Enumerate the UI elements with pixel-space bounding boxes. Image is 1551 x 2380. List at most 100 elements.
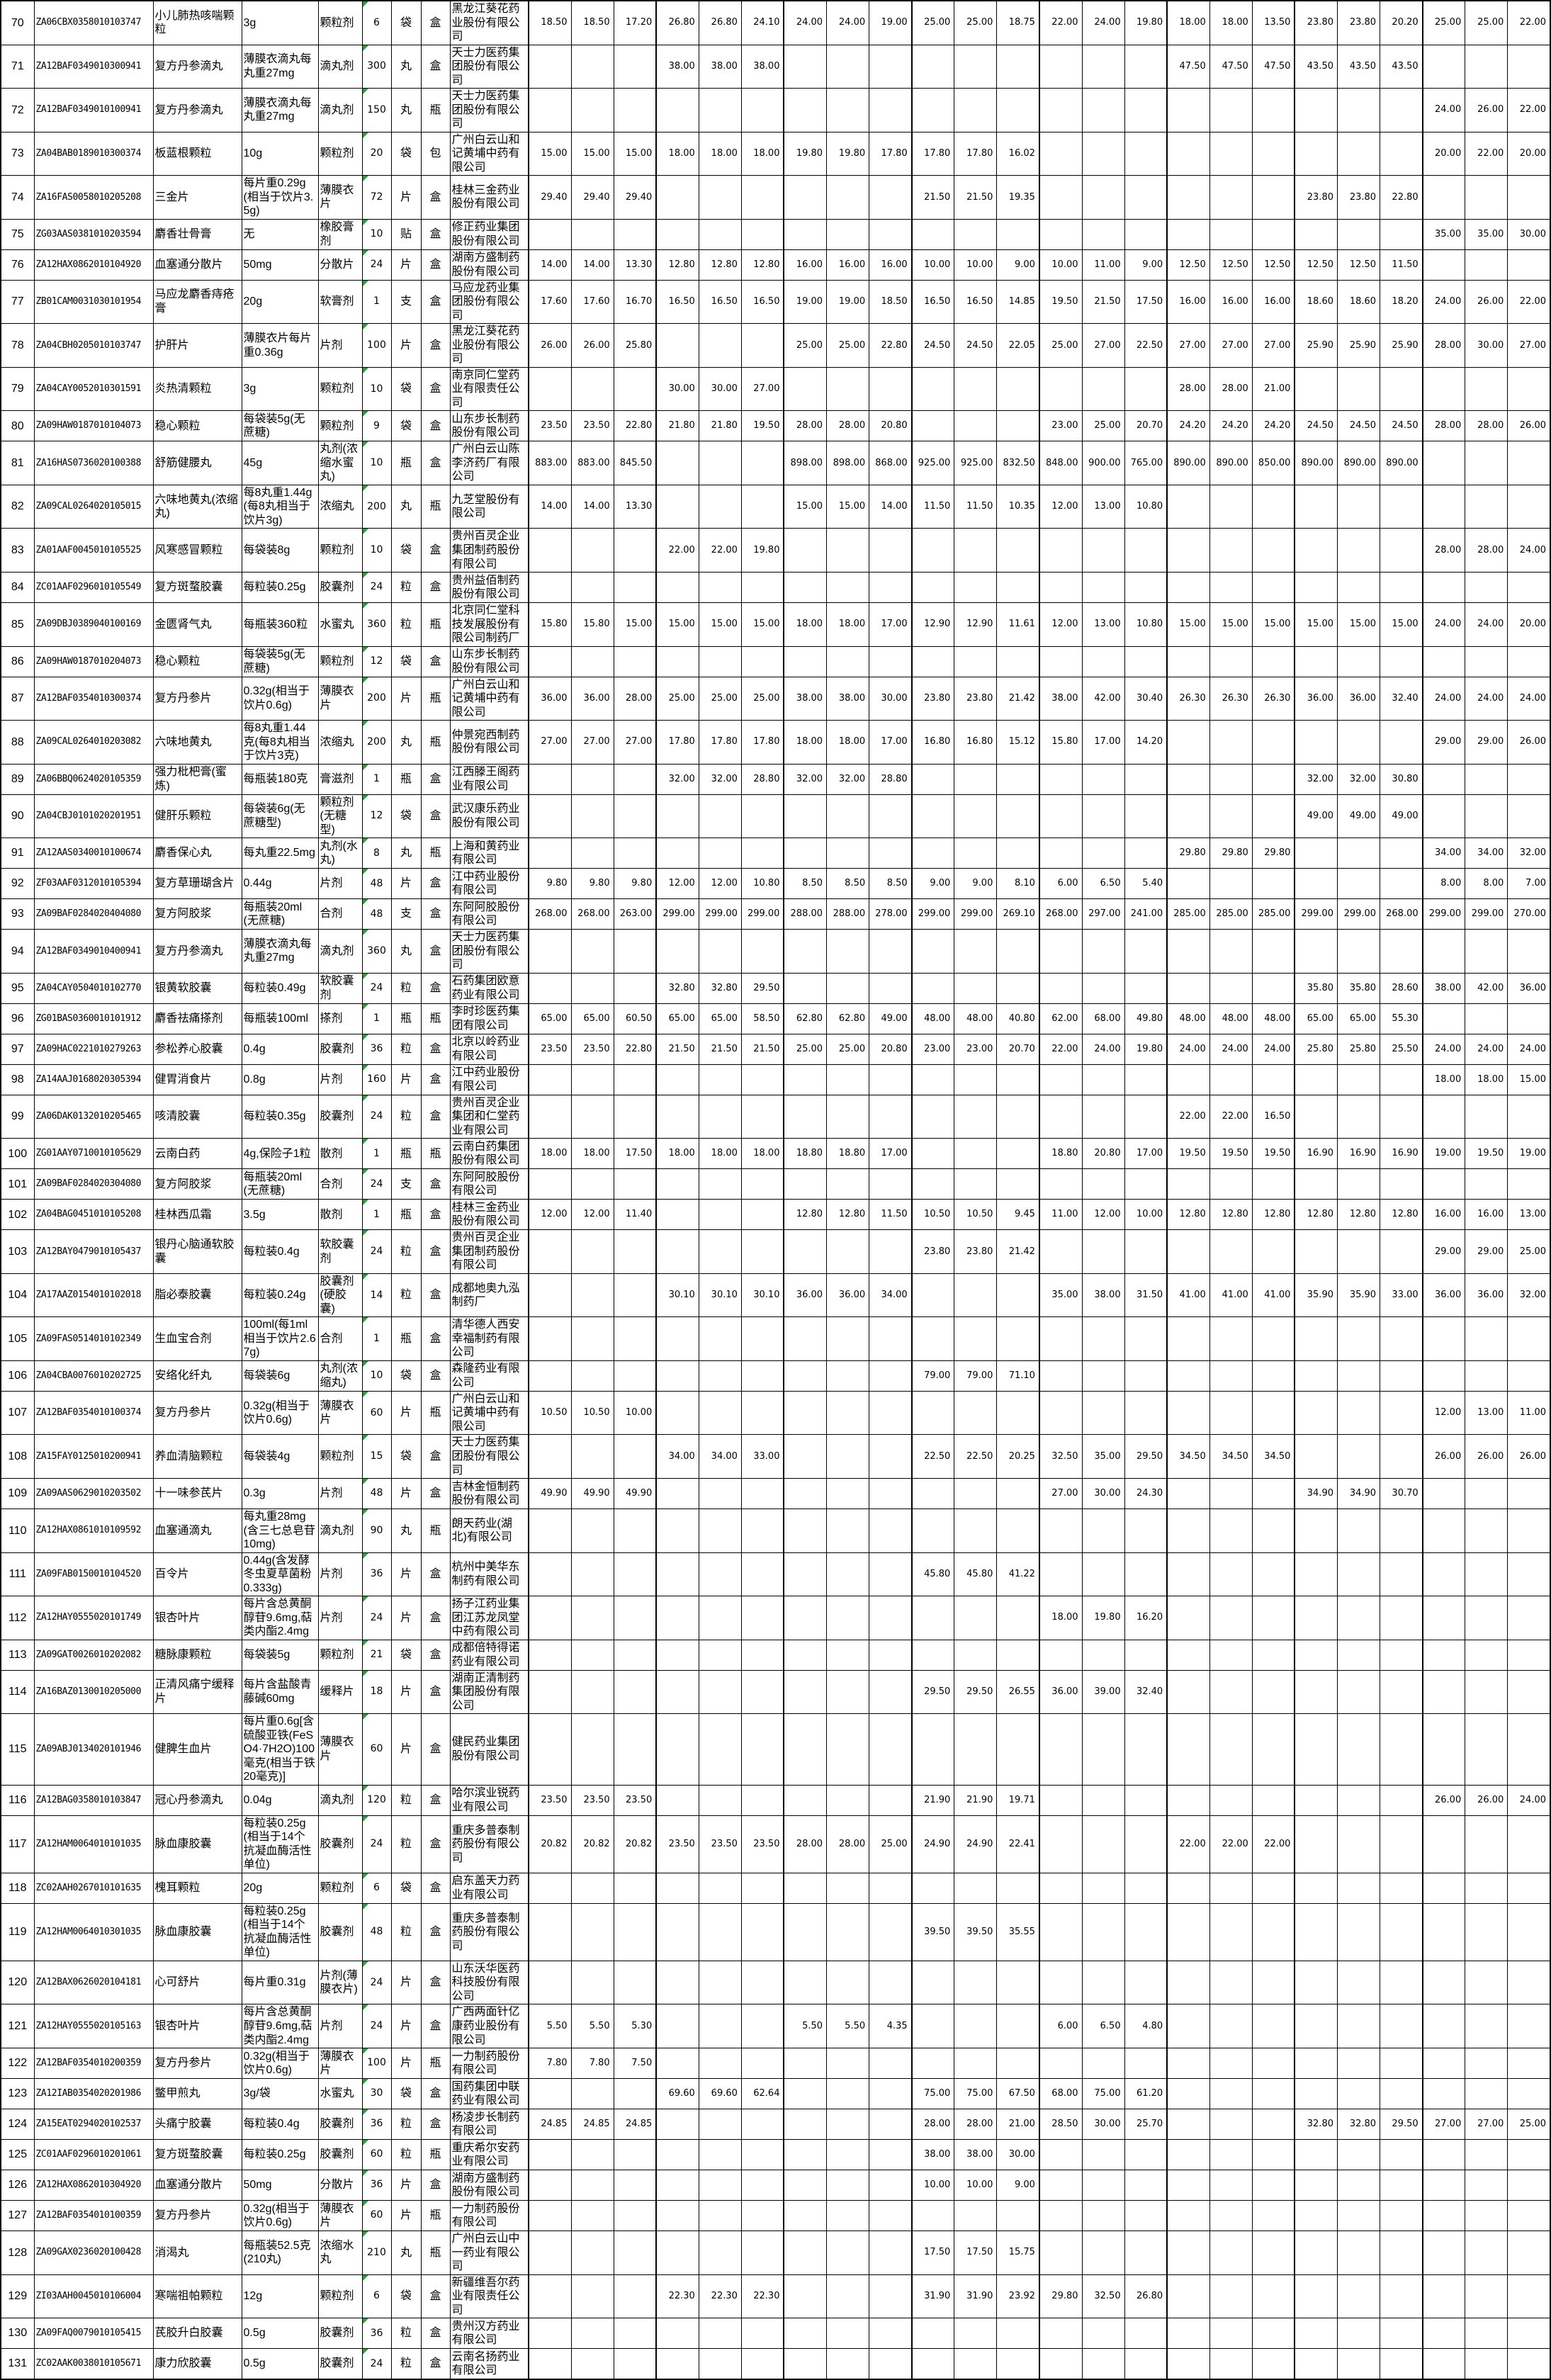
row-number-cell[interactable]: 94	[0, 929, 35, 974]
price-cell[interactable]: 19.00	[1421, 1138, 1466, 1170]
price-cell[interactable]	[1380, 645, 1423, 677]
price-cell[interactable]: 288.00	[826, 898, 870, 930]
price-cell[interactable]: 28.00	[613, 676, 657, 721]
price-cell[interactable]	[1294, 2004, 1338, 2049]
unit-cell[interactable]: 瓶	[390, 1003, 422, 1034]
price-cell[interactable]: 19.00	[826, 279, 870, 325]
price-cell[interactable]: 18.00	[826, 720, 870, 765]
price-cell[interactable]: 30.70	[1380, 1478, 1423, 1510]
price-cell[interactable]	[527, 1552, 572, 1597]
price-cell[interactable]	[1251, 1960, 1295, 2005]
code-cell[interactable]: ZA12BAF0349010100941	[33, 88, 154, 132]
dosage-form-cell[interactable]: 颗粒剂	[317, 528, 363, 573]
unit-cell[interactable]: 片	[390, 175, 422, 220]
price-cell[interactable]	[1336, 2139, 1381, 2171]
dosage-form-cell[interactable]: 片剂	[317, 2004, 363, 2049]
quantity-cell[interactable]: 6	[361, 2274, 392, 2319]
price-cell[interactable]	[783, 1094, 828, 1139]
dosage-form-cell[interactable]: 片剂	[317, 1552, 363, 1597]
price-cell[interactable]: 9.45	[996, 1199, 1040, 1231]
price-cell[interactable]: 58.50	[740, 1003, 784, 1034]
price-cell[interactable]: 32.00	[698, 763, 742, 795]
quantity-cell[interactable]: 6	[361, 1872, 392, 1904]
spec-cell[interactable]: 每8丸重1.44g(每8丸相当于饮片3g)	[241, 484, 319, 529]
price-cell[interactable]	[910, 1508, 955, 1553]
price-cell[interactable]: 62.00	[1038, 1003, 1083, 1034]
unit-cell[interactable]: 袋	[390, 1360, 422, 1392]
price-cell[interactable]	[1380, 2004, 1423, 2049]
price-cell[interactable]	[1507, 1872, 1551, 1904]
price-cell[interactable]	[783, 972, 828, 1004]
spec-cell[interactable]: 每丸重28mg(含三七总皂苷10mg)	[241, 1508, 319, 1553]
price-cell[interactable]	[954, 88, 998, 132]
price-cell[interactable]: 10.50	[570, 1390, 614, 1436]
price-cell[interactable]	[1166, 2348, 1210, 2380]
price-cell[interactable]: 10.80	[1124, 602, 1168, 647]
price-cell[interactable]	[954, 1094, 998, 1139]
price-cell[interactable]	[655, 1639, 699, 1671]
price-cell[interactable]	[1507, 1508, 1551, 1553]
price-cell[interactable]: 24.30	[1124, 1478, 1168, 1510]
price-cell[interactable]	[1166, 131, 1210, 176]
price-cell[interactable]	[1507, 1902, 1551, 1961]
manufacturer-cell[interactable]: 杭州中美华东制药有限公司	[449, 1552, 529, 1597]
price-cell[interactable]: 68.00	[1038, 2078, 1083, 2110]
price-cell[interactable]	[1038, 1064, 1083, 1095]
price-cell[interactable]	[954, 366, 998, 412]
price-cell[interactable]: 18.00	[783, 602, 828, 647]
price-cell[interactable]: 4.80	[1124, 2004, 1168, 2049]
price-cell[interactable]	[1038, 366, 1083, 412]
quantity-cell[interactable]: 24	[361, 1960, 392, 2005]
price-cell[interactable]	[869, 1434, 913, 1479]
package-cell[interactable]: 盒	[420, 763, 451, 795]
price-cell[interactable]: 12.50	[1336, 249, 1381, 281]
price-cell[interactable]: 24.85	[527, 2109, 572, 2141]
spec-cell[interactable]: 12g	[241, 2274, 319, 2319]
price-cell[interactable]: 29.40	[613, 175, 657, 220]
unit-cell[interactable]: 丸	[390, 837, 422, 869]
price-cell[interactable]: 41.00	[1166, 1273, 1210, 1318]
row-number-cell[interactable]: 126	[0, 2170, 35, 2201]
price-cell[interactable]: 18.00	[655, 131, 699, 176]
drug-name-cell[interactable]: 参松养心胶囊	[152, 1033, 242, 1065]
price-cell[interactable]: 9.00	[996, 249, 1040, 281]
package-cell[interactable]: 盒	[420, 1033, 451, 1065]
price-cell[interactable]: 26.00	[1421, 1784, 1466, 1816]
code-cell[interactable]: ZA12HAX0862010104920	[33, 249, 154, 281]
price-cell[interactable]	[1507, 2274, 1551, 2319]
price-cell[interactable]	[1380, 1784, 1423, 1816]
price-cell[interactable]: 25.00	[954, 0, 998, 45]
price-cell[interactable]: 24.00	[826, 0, 870, 45]
quantity-cell[interactable]: 18	[361, 1669, 392, 1715]
price-cell[interactable]	[1294, 837, 1338, 869]
price-cell[interactable]	[1507, 2139, 1551, 2171]
unit-cell[interactable]: 粒	[390, 2109, 422, 2141]
price-cell[interactable]	[954, 972, 998, 1004]
price-cell[interactable]: 22.50	[1124, 323, 1168, 368]
price-cell[interactable]: 38.00	[954, 2139, 998, 2171]
price-cell[interactable]	[1465, 1094, 1508, 1139]
price-cell[interactable]	[1166, 868, 1210, 900]
code-cell[interactable]: ZA12BAY0479010105437	[33, 1229, 154, 1274]
price-cell[interactable]: 22.00	[655, 528, 699, 573]
price-cell[interactable]	[1209, 572, 1253, 604]
price-cell[interactable]: 42.00	[1465, 972, 1508, 1004]
price-cell[interactable]: 10.00	[910, 249, 955, 281]
price-cell[interactable]: 21.90	[954, 1784, 998, 1816]
unit-cell[interactable]: 袋	[390, 1639, 422, 1671]
price-cell[interactable]	[613, 2139, 657, 2171]
price-cell[interactable]	[1124, 44, 1168, 89]
row-number-cell[interactable]: 125	[0, 2139, 35, 2171]
price-cell[interactable]	[1081, 528, 1125, 573]
spec-cell[interactable]: 每粒装0.25g(相当于14个抗凝血酶活性单位)	[241, 1815, 319, 1873]
price-cell[interactable]: 9.80	[570, 868, 614, 900]
price-cell[interactable]	[1380, 1064, 1423, 1095]
price-cell[interactable]	[954, 1138, 998, 1170]
price-cell[interactable]	[996, 1478, 1040, 1510]
price-cell[interactable]: 21.42	[996, 1229, 1040, 1274]
price-cell[interactable]	[910, 2200, 955, 2232]
price-cell[interactable]	[1380, 88, 1423, 132]
price-cell[interactable]	[1209, 2318, 1253, 2350]
price-cell[interactable]: 9.80	[613, 868, 657, 900]
price-cell[interactable]	[1421, 44, 1466, 89]
